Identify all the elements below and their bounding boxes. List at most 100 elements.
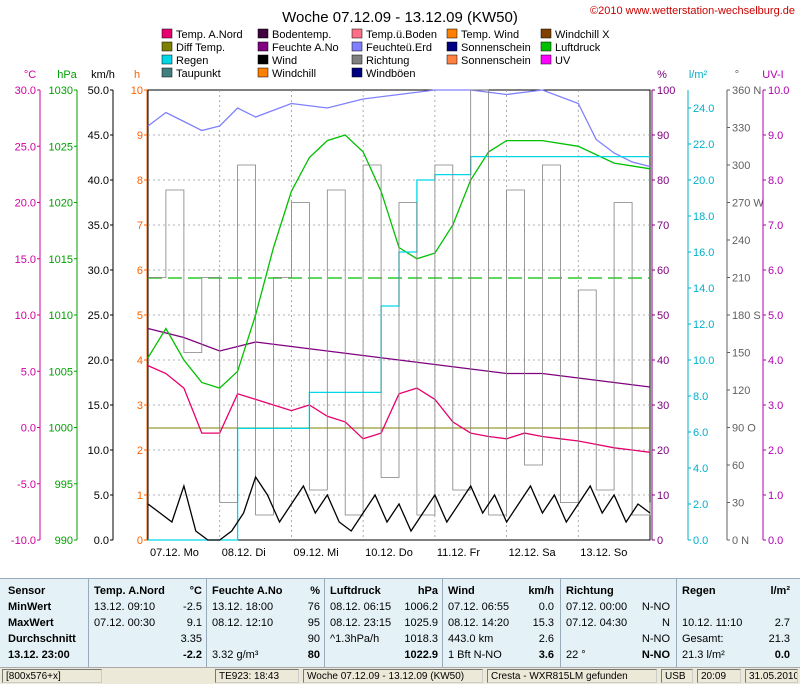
rain-axis-unit: l/m² (689, 69, 708, 81)
humidity-axis-tick-label: 90 (657, 130, 669, 142)
legend-swatch (161, 41, 173, 52)
avg-label: Durchschnitt (8, 633, 76, 645)
temp-axis-tick-label: -5.0 (17, 479, 36, 491)
wind-axis-tick-label: 20.0 (88, 355, 109, 367)
humidity-axis-unit: % (657, 69, 667, 81)
rain-axis-tick-label: 10.0 (693, 355, 714, 367)
series-line-richtung (148, 89, 651, 516)
sun-axis-tick-label: 0 (137, 535, 143, 547)
legend-swatch (257, 28, 269, 39)
humidity-axis-tick-label: 0 (657, 535, 663, 547)
wind-axis-tick-label: 15.0 (88, 400, 109, 412)
wind-column: Wind km/h 07.12. 06:55 0.0 08.12. 14:20 15.3 4… (448, 583, 554, 663)
max-label: MaxWert (8, 617, 54, 629)
direction-axis-tick-label: 60 (732, 460, 744, 472)
pressure-axis-tick-label: 1010 (49, 310, 73, 322)
copyright-text: ©2010 www.wetterstation-wechselburg.de (590, 5, 795, 17)
legend-label: Diff Temp. (176, 42, 225, 54)
direction-row: N-NO (641, 633, 670, 645)
series-line-feuchte-erd (147, 89, 651, 168)
status-usb: USB (661, 669, 693, 683)
pressure-row: 08.12. 23:15 1025.9 (330, 617, 438, 629)
temp-axis-unit: °C (24, 69, 36, 81)
x-label: 13.12. So (580, 547, 627, 559)
rain-row (682, 599, 790, 615)
temp-row: 07.12. 00:30 9.1 (94, 617, 202, 629)
uv-axis-tick-label: 0.0 (768, 535, 783, 547)
humidity-axis-tick-label: 30 (657, 400, 669, 412)
legend-swatch (540, 54, 552, 65)
legend-swatch (446, 28, 458, 39)
legend-swatch (257, 41, 269, 52)
temp-header: Temp. A.Nord °C (94, 585, 202, 597)
legend-swatch (446, 54, 458, 65)
temp-axis-tick-label: 10.0 (15, 310, 36, 322)
uv-axis-unit: UV-I (762, 69, 783, 81)
uv-axis-tick-label: 10.0 (768, 85, 789, 97)
direction-axis-tick-label: 0 N (732, 535, 749, 547)
chart-series (147, 89, 651, 541)
legend-swatch (257, 67, 269, 78)
legend-label: UV (555, 55, 571, 67)
x-label: 11.12. Fr (437, 547, 481, 559)
rain-axis-tick-label: 0.0 (693, 535, 708, 547)
legend-swatch (351, 41, 363, 52)
pressure-axis-tick-label: 1030 (49, 85, 73, 97)
legend-swatch (351, 67, 363, 78)
status-bar: [800x576+x] TE923: 18:43 Woche 07.12.09 … (0, 667, 800, 684)
legend-swatch (540, 41, 552, 52)
legend-label: Regen (176, 55, 208, 67)
uv-axis-tick-label: 4.0 (768, 355, 783, 367)
sun-axis-tick-label: 5 (137, 310, 143, 322)
series-line-wind (147, 475, 651, 541)
wind-row: 443.0 km 2.6 (448, 633, 554, 645)
temp-axis-tick-label: 20.0 (15, 198, 36, 210)
direction-axis-tick-label: 270 W (732, 198, 764, 210)
legend-label: Sonnenschein (461, 42, 531, 54)
min-label: MinWert (8, 601, 52, 613)
rain-column: Regen l/m² 10.12. 11:10 2.7 Gesamt: 21.3 21.3 … (682, 583, 790, 663)
rain-axis-tick-label: 24.0 (693, 103, 714, 115)
humidity-axis-tick-label: 70 (657, 220, 669, 232)
rain-axis-tick-label: 2.0 (693, 499, 708, 511)
wind-axis-tick-label: 45.0 (88, 130, 109, 142)
temp-row: 13.12. 09:10 -2.5 (94, 601, 202, 613)
humidity-axis-tick-label: 80 (657, 175, 669, 187)
direction-axis-tick-label: 360 N (732, 85, 761, 97)
legend-label: Windböen (366, 68, 416, 80)
wind-row: 1 Bft N-NO 3.6 (448, 649, 554, 661)
humidity-axis-tick-label: 20 (657, 445, 669, 457)
sun-axis-tick-label: 10 (131, 85, 143, 97)
sun-axis-tick-label: 6 (137, 265, 143, 277)
rain-axis-tick-label: 16.0 (693, 247, 714, 259)
pressure-column: Luftdruck hPa 08.12. 06:15 1006.2 08.12. 23:… (330, 583, 438, 663)
sun-axis-tick-label: 7 (137, 220, 143, 232)
legend-swatch (351, 28, 363, 39)
rain-axis-tick-label: 6.0 (693, 427, 708, 439)
sun-axis-tick-label: 2 (137, 445, 143, 457)
pressure-axis-tick-label: 1005 (49, 366, 73, 378)
pressure-row: 1022.9 (404, 649, 438, 661)
rain-axis-tick-label: 18.0 (693, 211, 714, 223)
x-label: 12.12. Sa (509, 547, 557, 559)
direction-axis-tick-label: 240 (732, 235, 750, 247)
current-label: 13.12. 23:00 (8, 649, 70, 661)
legend-label: Luftdruck (555, 42, 601, 54)
rain-axis-tick-label: 4.0 (693, 463, 708, 475)
uv-axis-tick-label: 6.0 (768, 265, 783, 277)
sun-axis-tick-label: 8 (137, 175, 143, 187)
legend-swatch (161, 67, 173, 78)
uv-axis-tick-label: 1.0 (768, 490, 783, 502)
humidity-header: Feuchte A.No% (212, 585, 320, 597)
direction-axis-tick-label: 150 (732, 348, 750, 360)
wind-axis-tick-label: 0.0 (94, 535, 109, 547)
legend-label: Temp. A.Nord (176, 29, 243, 41)
rain-row: Gesamt: 21.3 (682, 633, 790, 645)
wind-header: Wind km/h (448, 585, 554, 597)
temp-axis-tick-label: -10.0 (11, 535, 36, 547)
pressure-axis-unit: hPa (57, 69, 77, 81)
direction-column: Richtung 07.12. 00:00 N-NO 07.12. 04:30 N N-N… (566, 583, 670, 663)
legend-label: Feuchteü.Erd (366, 42, 432, 54)
humidity-axis-tick-label: 10 (657, 490, 669, 502)
pressure-header: Luftdruck hPa (330, 585, 438, 597)
